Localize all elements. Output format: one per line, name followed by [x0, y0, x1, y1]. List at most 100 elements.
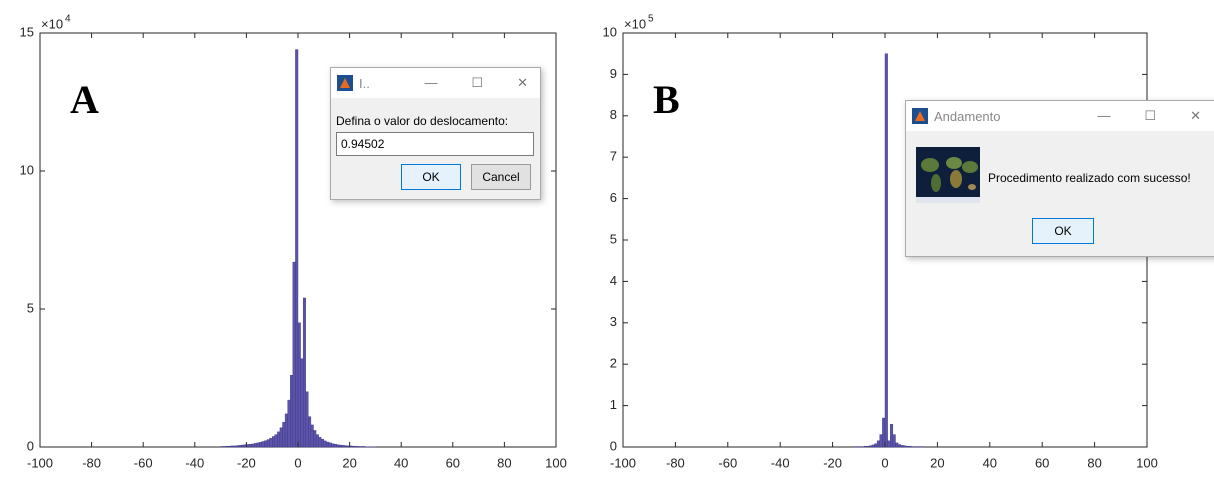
- text-input[interactable]: 0.94502: [336, 132, 534, 156]
- message: Procedimento realizado com sucesso!: [988, 171, 1191, 185]
- x-tick-label: 60: [446, 455, 460, 470]
- x-tick-label: -100: [610, 455, 636, 470]
- y-tick-label: 15: [20, 24, 34, 39]
- bar: [241, 444, 245, 448]
- input-dialog: I.. — ☐ ✕ Defina o valor do deslocamento: 0…: [330, 67, 541, 200]
- y-tick-label: 1: [610, 397, 617, 412]
- x-tick-label: -60: [134, 455, 153, 470]
- bar: [269, 437, 273, 448]
- bar: [333, 444, 337, 448]
- bar: [222, 446, 226, 448]
- bar: [261, 441, 265, 448]
- x-tick-label: -80: [666, 455, 685, 470]
- ok-button[interactable]: OK: [1032, 218, 1094, 244]
- y-multiplier: ×10: [624, 16, 646, 31]
- title-bar: Andamento — ☐ ✕: [906, 101, 1214, 131]
- bar: [326, 441, 330, 448]
- bar: [264, 440, 268, 448]
- y-tick-label: 10: [20, 162, 34, 177]
- y-exponent: 4: [65, 14, 71, 25]
- bar: [233, 445, 237, 448]
- x-tick-label: 0: [294, 455, 301, 470]
- bar: [341, 445, 345, 448]
- bar: [874, 443, 878, 448]
- bar: [336, 444, 340, 448]
- x-tick-label: 80: [497, 455, 511, 470]
- bar: [908, 445, 912, 448]
- bar: [871, 444, 875, 448]
- bar: [879, 434, 883, 448]
- y-tick-label: 0: [610, 438, 617, 453]
- dialog-title: I..: [359, 75, 370, 91]
- bar: [284, 413, 288, 448]
- bar: [297, 322, 301, 448]
- app-icon: [337, 75, 353, 91]
- x-tick-label: 100: [545, 455, 567, 470]
- y-exponent: 5: [648, 14, 654, 25]
- cancel-button[interactable]: Cancel: [471, 164, 531, 190]
- bar: [310, 424, 314, 448]
- x-tick-label: -60: [718, 455, 737, 470]
- x-tick-label: -20: [237, 455, 256, 470]
- bar: [354, 445, 358, 448]
- bar: [266, 439, 270, 448]
- x-tick-label: 20: [342, 455, 356, 470]
- bar: [905, 445, 909, 448]
- y-tick-label: 9: [610, 66, 617, 81]
- bar: [866, 445, 870, 448]
- y-tick-label: 2: [610, 356, 617, 371]
- bar: [300, 358, 304, 448]
- y-tick-label: 0: [27, 438, 34, 453]
- bar: [292, 261, 296, 448]
- ok-button[interactable]: OK: [401, 164, 461, 190]
- bar: [305, 391, 309, 448]
- x-tick-label: -100: [27, 455, 53, 470]
- bar: [251, 443, 255, 448]
- bar: [220, 446, 224, 448]
- bar: [359, 446, 363, 448]
- bar: [339, 444, 343, 448]
- bar: [282, 421, 286, 448]
- window-controls[interactable]: — ☐ ✕: [1097, 108, 1201, 123]
- bar: [308, 416, 312, 448]
- x-tick-label: 80: [1087, 455, 1101, 470]
- bar: [895, 442, 899, 448]
- y-tick-label: 8: [610, 107, 617, 122]
- y-tick-label: 3: [610, 314, 617, 329]
- bar: [287, 399, 291, 448]
- bar: [869, 445, 873, 448]
- bar: [315, 434, 319, 448]
- x-tick-label: 60: [1035, 455, 1049, 470]
- panel-label: B: [653, 77, 680, 122]
- bar: [302, 297, 306, 448]
- bar: [362, 446, 366, 448]
- bar: [884, 53, 888, 448]
- world-icon: [916, 147, 980, 203]
- bar: [313, 430, 317, 448]
- bar: [344, 445, 348, 448]
- x-tick-label: 40: [394, 455, 408, 470]
- y-multiplier: ×10: [41, 16, 63, 31]
- bar: [903, 445, 907, 448]
- window-controls[interactable]: — ☐ ✕: [424, 75, 528, 90]
- bar: [351, 445, 355, 448]
- x-tick-label: 20: [930, 455, 944, 470]
- bar: [897, 444, 901, 448]
- x-tick-label: 100: [1136, 455, 1158, 470]
- x-tick-label: -40: [185, 455, 204, 470]
- bar: [274, 434, 278, 448]
- bar: [253, 443, 257, 448]
- x-tick-label: -20: [823, 455, 842, 470]
- bar: [277, 431, 281, 448]
- x-tick-label: 40: [983, 455, 997, 470]
- progress-dialog: Andamento — ☐ ✕ Procedimento realizado com …: [905, 100, 1214, 257]
- bar: [225, 445, 229, 448]
- bar: [228, 445, 232, 448]
- panel-label: A: [70, 77, 99, 122]
- bar: [876, 440, 880, 448]
- bar: [323, 440, 327, 448]
- y-tick-label: 5: [610, 231, 617, 246]
- bar: [248, 444, 252, 448]
- bar: [235, 445, 239, 448]
- x-tick-label: -80: [82, 455, 101, 470]
